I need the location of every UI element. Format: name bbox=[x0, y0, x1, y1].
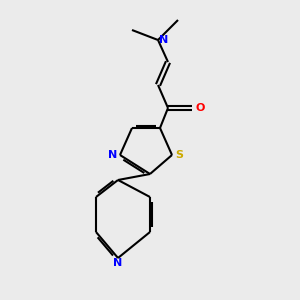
Text: N: N bbox=[108, 150, 118, 160]
Text: N: N bbox=[159, 35, 169, 45]
Text: S: S bbox=[175, 150, 183, 160]
Text: O: O bbox=[195, 103, 205, 113]
Text: N: N bbox=[113, 258, 123, 268]
